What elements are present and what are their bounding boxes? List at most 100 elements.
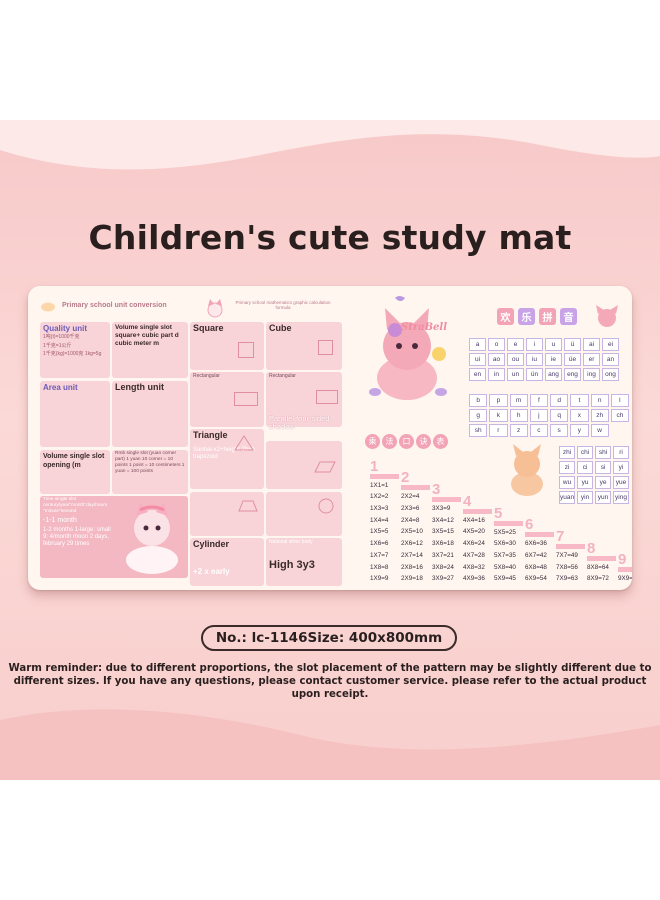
multiplication-entry: 1X1=1 (370, 481, 389, 489)
pinyin-cell: si (595, 461, 612, 474)
multiplication-entry: 1X6=6 (370, 540, 389, 548)
pinyin-cell: ch (610, 409, 629, 422)
pinyin-cell: shi (595, 446, 612, 459)
pinyin-title-char: 乐 (518, 308, 535, 325)
multiplication-column: 5 5X5=25 5X6=30 5X7=35 5X8=40 5X9=45 (494, 506, 523, 585)
pinyin-cell: un (507, 368, 524, 381)
strabell-logo: StraBell (401, 322, 448, 333)
pinyin-cell: üe (564, 353, 581, 366)
multiplication-step-bar (587, 555, 616, 561)
multiplication-entry: 3X5=15 (432, 528, 454, 536)
time-line-2: 1-2 months 1-large: small 9: 4/month moo… (43, 527, 111, 547)
pinyin-cell: in (488, 368, 505, 381)
pinyin-cell: h (509, 409, 528, 422)
pinyin-cell: ang (545, 368, 562, 381)
multiplication-entry: 1X4=4 (370, 516, 389, 524)
math-panel: Primary school unit conversion Primary s… (36, 296, 376, 586)
multiplication-column-number: 6 (525, 516, 534, 534)
pinyin-cell: eng (564, 368, 581, 381)
multiplication-entry: 1X3=3 (370, 505, 389, 513)
mul-title-char: 诀 (416, 434, 431, 449)
quality-unit-title: Quality unit (43, 324, 87, 333)
pinyin-cell: zi (559, 461, 576, 474)
rectangular-title-2: Rectangular (269, 373, 296, 379)
multiplication-step-bar (494, 520, 523, 526)
multiplication-column: 6 6X6=36 6X7=42 6X8=48 6X9=54 (525, 517, 554, 585)
pinyin-cell: er (583, 353, 600, 366)
fox-character-illustration (126, 502, 178, 574)
pinyin-cell: l (610, 394, 629, 407)
multiplication-step-bar (618, 567, 632, 573)
multiplication-column-number: 1 (370, 457, 379, 475)
multiplication-entry: 6X6=36 (525, 540, 547, 548)
pinyin-cell: e (507, 338, 524, 351)
pinyin-cell: ao (488, 353, 505, 366)
pinyin-cell: yuan (559, 491, 576, 504)
multiplication-entry: 6X9=54 (525, 575, 547, 583)
mul-title-char: 表 (433, 434, 448, 449)
pinyin-cell: zhi (559, 446, 576, 459)
multiplication-entry: 2X6=12 (401, 540, 423, 548)
pinyin-cell: n (590, 394, 609, 407)
cuboid-shape-icon (316, 390, 338, 404)
multiplication-column: 3 3X3=9 3X4=12 3X5=15 3X6=18 3X7=21 3X8=24 3X9=… (432, 482, 461, 585)
multiplication-entry: 2X3=6 (401, 505, 420, 513)
pinyin-title-char: 欢 (497, 308, 514, 325)
pinyin-cell: iu (526, 353, 543, 366)
triangle-shape-icon (234, 435, 254, 451)
page-title: Children's cute study mat (88, 218, 572, 257)
rectangle-formula-box: Rectangular (190, 372, 264, 427)
pinyin-cell: y (570, 424, 589, 437)
square-shape-icon (238, 342, 254, 358)
pinyin-cell: c (529, 424, 548, 437)
pinyin-cell: en (469, 368, 486, 381)
top-wave-decoration (0, 120, 660, 170)
pinyin-cell: s (550, 424, 569, 437)
parallel-title: Parallel four-sided shadow (269, 414, 330, 431)
spec-label: No.: lc-1146 Size: 400x800mm (201, 625, 457, 651)
pinyin-cell: ing (583, 368, 600, 381)
volume-opening-title: Volume single slot opening (m (43, 453, 105, 469)
pink-fox-character (369, 296, 447, 400)
pinyin-cell: m (509, 394, 528, 407)
multiplication-step-bar (556, 543, 585, 549)
pinyin-cell: an (602, 353, 619, 366)
small-fox-illustration (511, 444, 543, 496)
volume-unit-box: Volume single slot square+ cubic part d … (112, 322, 188, 378)
pinyin-multiplication-panel: StraBell 欢 乐 拼 音 a o e i u ü ai ei ui ao ou iu ie üe e… (353, 286, 632, 590)
rmb-unit-text: Rmb single slot (yuan corner part) 1 yua… (115, 451, 185, 474)
multiplication-entry: 3X7=21 (432, 551, 454, 559)
rectangle-shape-icon (234, 392, 258, 406)
pinyin-cell: ü (564, 338, 581, 351)
parallelogram-shape-icon (314, 461, 336, 473)
pinyin-cell: yi (613, 461, 629, 474)
pinyin-cell: yue (613, 476, 629, 489)
multiplication-entry: 4X7=28 (463, 551, 485, 559)
pinyin-cell: ie (545, 353, 562, 366)
multiplication-entry: 3X8=24 (432, 563, 454, 571)
circle-shape-icon (318, 498, 334, 514)
product-number: No.: lc-1146 (215, 630, 308, 646)
multiplication-column-number: 2 (401, 469, 410, 487)
pinyin-cell: j (529, 409, 548, 422)
cube-title: Cube (269, 323, 292, 333)
area-unit-title: Area unit (43, 383, 78, 392)
multiplication-step-bar (401, 485, 430, 491)
cylinder-title: Cylinder (193, 539, 230, 549)
multiplication-entry: 8X9=72 (587, 575, 609, 583)
quality-line-3: 1千克(kg)=1000克 1kg=5g (43, 351, 102, 357)
multiplication-column: 7 7X7=49 7X8=56 7X9=63 (556, 529, 585, 585)
rectangular-title-1: Rectangular (193, 373, 220, 379)
pinyin-cell: ou (507, 353, 524, 366)
pinyin-cell: t (570, 394, 589, 407)
pinyin-cell: b (469, 394, 488, 407)
multiplication-column-number: 7 (556, 527, 565, 545)
early-text: +2 x early (193, 567, 230, 576)
multiplication-column: 8 8X8=64 8X9=72 (587, 541, 616, 585)
pinyin-title-char: 音 (560, 308, 577, 325)
multiplication-entry: 4X8=32 (463, 563, 485, 571)
pinyin-cell: r (489, 424, 508, 437)
multiplication-entry: 5X5=25 (494, 528, 516, 536)
multiplication-entry: 2X7=14 (401, 551, 423, 559)
multiplication-entry: 5X8=40 (494, 563, 516, 571)
